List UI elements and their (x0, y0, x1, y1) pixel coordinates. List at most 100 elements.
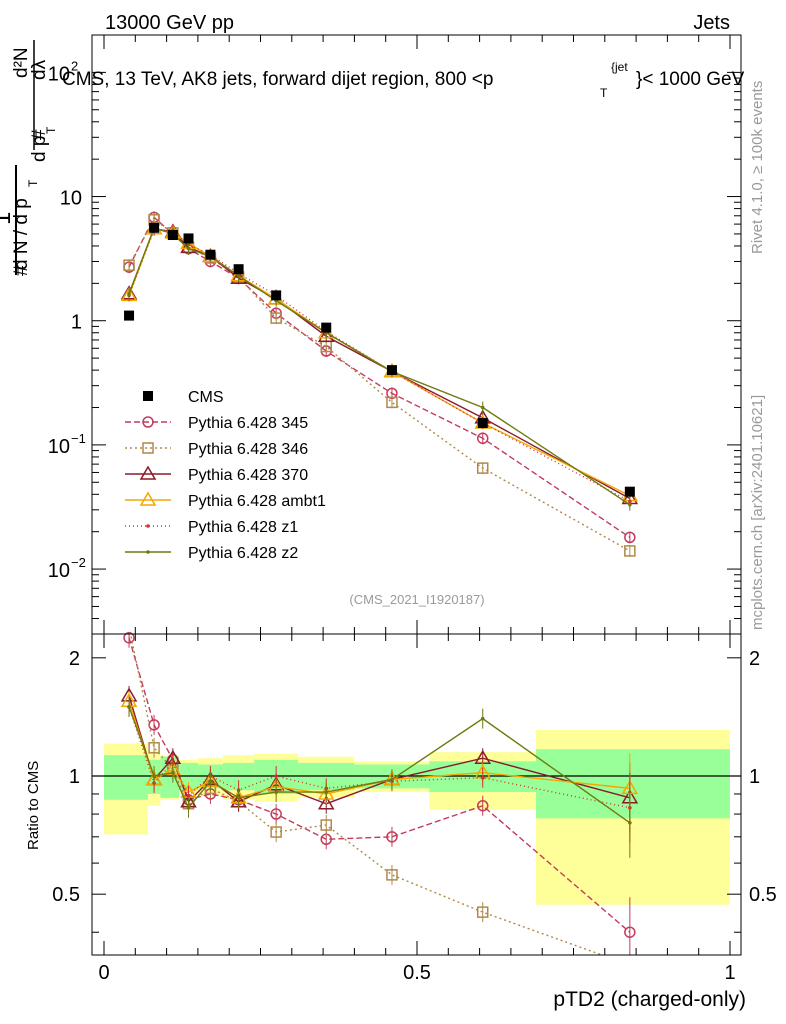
ratio-point-1 (320, 819, 332, 831)
ratio-tick-label-right: 2 (749, 648, 760, 670)
y-tick-label: 10 −1 (48, 431, 86, 458)
y-tick-base: 10 (48, 436, 70, 458)
y-tick-exp: −1 (71, 431, 86, 446)
legend-label-4: Pythia 6.428 z1 (188, 519, 298, 536)
ratio-point-5 (236, 796, 241, 800)
y-tick-label: 1 (71, 312, 82, 334)
ratio-point-5 (480, 716, 485, 721)
legend-cms-marker (143, 391, 153, 401)
legend-marker-1 (142, 442, 154, 454)
legend-entry-3: Pythia 6.428 ambt1 (125, 491, 326, 510)
x-tick-label: 1 (724, 962, 735, 984)
ratio-point-1 (476, 906, 489, 918)
y-tick-label: 10 (60, 188, 82, 210)
ratio-point-5 (186, 805, 191, 810)
legend-marker-0 (142, 416, 154, 428)
legend-entry-cms: CMS (143, 389, 224, 406)
cms-data-point (477, 418, 488, 429)
ratio-tick-label-left: 1 (69, 766, 80, 788)
cms-data-point (183, 233, 194, 244)
series-point-1 (270, 312, 282, 324)
ratio-point-4 (480, 775, 485, 780)
y-tick-base: 10 (60, 188, 82, 210)
cms-data-point (205, 249, 216, 260)
series-point-1 (476, 462, 489, 474)
legend-label-5: Pythia 6.428 z2 (188, 545, 298, 562)
legend-marker-4 (146, 524, 150, 528)
ratio-point-5 (274, 790, 278, 794)
legend-marker-2 (139, 465, 157, 480)
y-label-denominator: d N / d p (11, 198, 32, 270)
series-point-0 (624, 531, 636, 544)
ratio-point-2 (317, 795, 335, 810)
legend-entry-1: Pythia 6.428 346 (125, 441, 308, 458)
main-y-axis-label: d N / d p T # 1 d p T dλ d²N # (0, 40, 58, 276)
y-label-dpt-sub: T (44, 126, 58, 134)
plot-title: CMS, 13 TeV, AK8 jets, forward dijet reg… (62, 60, 745, 100)
cms-data-point (321, 322, 332, 333)
mcplots-label: mcplots.cern.ch [arXiv:2401.10621] (749, 395, 766, 630)
y-label-subscript: T (26, 179, 40, 187)
x-tick-label: 0.5 (403, 962, 431, 984)
y-label-one: 1 (0, 212, 16, 225)
cms-data-point (149, 222, 160, 233)
ratio-tick-label-right: 1 (749, 766, 760, 788)
y-tick-base: 10 (48, 63, 70, 85)
legend-label-2: Pythia 6.428 370 (188, 467, 308, 484)
series-point-5 (480, 405, 485, 410)
legend-marker-3 (139, 491, 157, 506)
header-jets-label: Jets (693, 12, 730, 34)
y-label-hash: # (11, 265, 32, 276)
ratio-point-5 (152, 774, 156, 778)
legend-label-1: Pythia 6.428 346 (188, 441, 308, 458)
y-tick-label: 10 −2 (48, 555, 86, 582)
legend-label-0: Pythia 6.428 345 (188, 415, 308, 432)
y-tick-base: 10 (48, 560, 70, 582)
ratio-tick-label-left: 0.5 (52, 884, 80, 906)
ratio-point-0 (624, 926, 636, 938)
x-axis-label: pTD2 (charged-only) (553, 988, 746, 1011)
ratio-point-1 (148, 742, 160, 754)
ratio-point-5 (628, 820, 632, 825)
analysis-id-label: (CMS_2021_I1920187) (349, 592, 484, 607)
series-line-5 (128, 226, 631, 506)
ratio-line-0 (128, 637, 631, 933)
series-point-5 (236, 274, 241, 278)
ratio-tick-label-left: 2 (69, 648, 80, 670)
plot-title-main: CMS, 13 TeV, AK8 jets, forward dijet reg… (62, 69, 493, 90)
stat-uncertainty-band (104, 755, 148, 800)
stat-uncertainty-band (535, 749, 730, 819)
legend-entry-0: Pythia 6.428 345 (125, 415, 308, 432)
ratio-point-0 (386, 831, 398, 843)
ratio-y-axis-label: Ratio to CMS (25, 761, 42, 850)
y-tick-base: 1 (71, 312, 82, 334)
cms-data-point (386, 365, 397, 376)
y-tick-exp: 2 (71, 58, 78, 73)
series-line-0 (128, 216, 631, 538)
ratio-point-1 (270, 826, 282, 838)
series-point-5 (628, 502, 632, 507)
ratio-tick-label-right: 0.5 (749, 884, 777, 906)
series-line-1 (128, 218, 631, 552)
cms-data-point (124, 310, 135, 321)
plot-title-sup: {jet (611, 60, 628, 74)
cms-data-point (233, 264, 244, 275)
ratio-point-1 (386, 869, 398, 881)
ratio-point-4 (274, 774, 278, 778)
y-label-d2n: d²N (11, 47, 32, 78)
series-point-1 (123, 259, 135, 271)
ratio-point-5 (208, 779, 213, 784)
legend-label-3: Pythia 6.428 ambt1 (188, 493, 326, 510)
ratio-point-5 (127, 705, 131, 709)
plot-title-sub: T (600, 86, 608, 100)
rivet-version-label: Rivet 4.1.0, ≥ 100k events (749, 81, 766, 254)
ratio-point-4 (186, 794, 191, 798)
series-point-1 (624, 545, 636, 557)
series-point-1 (386, 396, 398, 409)
ratio-point-0 (123, 631, 135, 644)
ratio-plot-panel: 0 0.5 1 0.5 0.5 1 1 2 2 (52, 631, 777, 984)
y-label-hash-2: # (29, 129, 50, 140)
x-tick-label: 0 (98, 962, 109, 984)
